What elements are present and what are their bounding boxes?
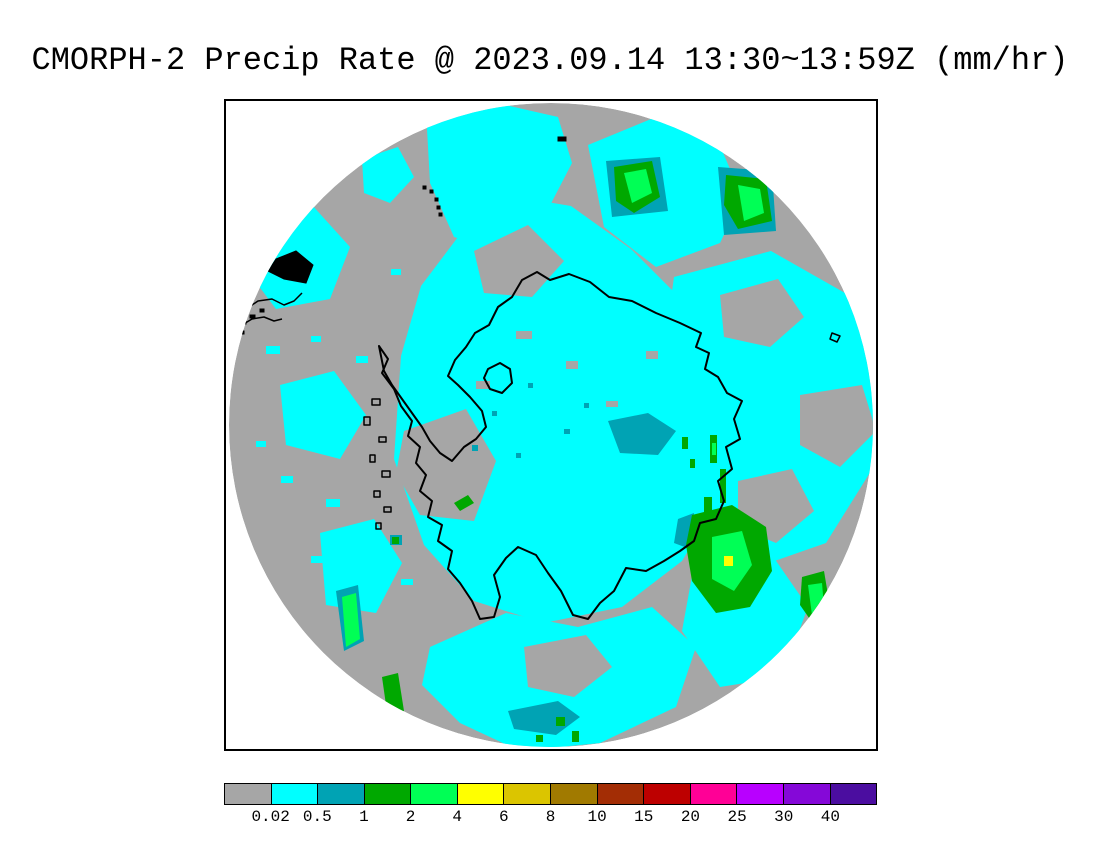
colorbar-segments [225, 784, 877, 804]
south-america-coastline [239, 250, 314, 335]
colorbar-segment [597, 784, 645, 804]
colorbar-tick-label: 20 [680, 808, 701, 826]
colorbar-segment [504, 784, 552, 804]
precip-heavy-regions [342, 161, 830, 742]
colorbar-tick-label: 0.5 [302, 808, 332, 826]
island-dots [422, 136, 841, 343]
colorbar-segment [318, 784, 365, 804]
colorbar-segment [690, 784, 738, 804]
colorbar-tick-label: 40 [820, 808, 840, 826]
figure-title: CMORPH-2 Precip Rate @ 2023.09.14 13:30~… [31, 42, 1069, 79]
colorbar-tick-label: 1 [359, 808, 369, 826]
colorbar-labels: 0.02 0.5 1 2 4 6 8 10 15 20 25 30 40 [224, 808, 877, 828]
colorbar-tick-label: 0.02 [251, 808, 290, 826]
colorbar-segment [830, 784, 877, 804]
colorbar-tick-label: 6 [499, 808, 509, 826]
colorbar-segment [411, 784, 458, 804]
colorbar-tick-label: 8 [545, 808, 556, 826]
colorbar-segment [737, 784, 784, 804]
colorbar-segment [551, 784, 598, 804]
colorbar-tick-label: 10 [587, 808, 607, 826]
colorbar-segment [457, 784, 505, 804]
colorbar-segment [783, 784, 831, 804]
colorbar-segment [225, 784, 272, 804]
antarctica-coastline [363, 271, 743, 620]
colorbar-tick-label: 4 [452, 808, 463, 826]
colorbar-segment [644, 784, 691, 804]
colorbar-segment [271, 784, 319, 804]
precip-map [229, 103, 873, 747]
peninsula-islands [363, 398, 392, 530]
colorbar-tick-label: 15 [634, 808, 654, 826]
colorbar-tick-label: 25 [727, 808, 747, 826]
colorbar-segment [364, 784, 412, 804]
colorbar-tick-label: 30 [774, 808, 794, 826]
map-frame [224, 99, 878, 751]
colorbar [224, 783, 877, 805]
colorbar-tick-label: 2 [405, 808, 416, 826]
